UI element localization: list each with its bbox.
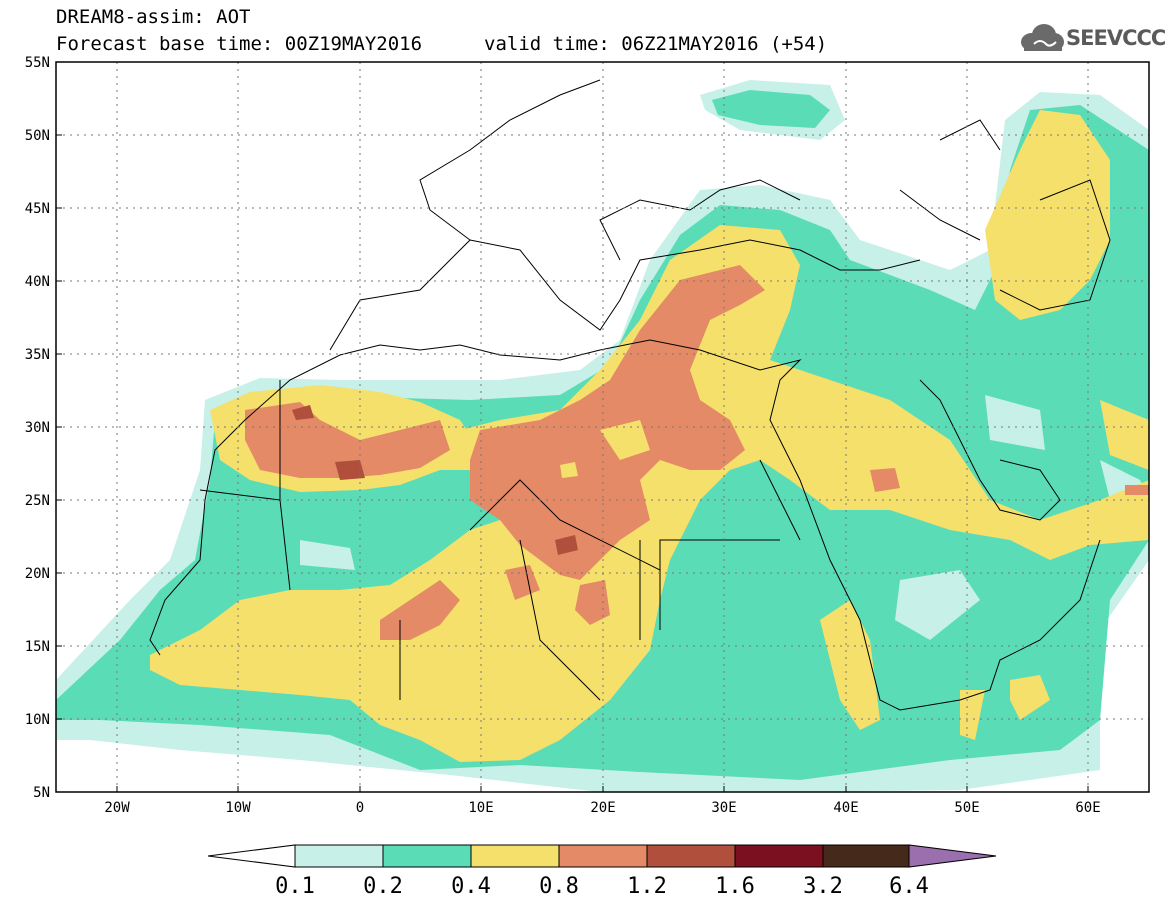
- lat-label: 25N: [25, 493, 50, 509]
- legend-label: 0.8: [539, 874, 579, 899]
- lat-label: 5N: [33, 785, 50, 801]
- legend-label: 1.6: [715, 874, 755, 899]
- lon-label: 30E: [711, 800, 736, 816]
- map-title: DREAM8-assim: AOT: [56, 6, 251, 28]
- lat-label: 10N: [25, 712, 50, 728]
- lat-label: 15N: [25, 639, 50, 655]
- lat-label: 20N: [25, 566, 50, 582]
- base-time: Forecast base time: 00Z19MAY2016 valid ti…: [56, 33, 828, 55]
- legend-label: 3.2: [803, 874, 843, 899]
- lat-label: 30N: [25, 420, 50, 436]
- lon-label: 10W: [225, 800, 251, 816]
- lat-label: 45N: [25, 201, 50, 217]
- lon-label: 0: [356, 800, 364, 816]
- lon-label: 60E: [1075, 800, 1100, 816]
- legend-bin: [734, 844, 824, 868]
- legend-label: 0.1: [275, 874, 315, 899]
- legend-bin: [294, 844, 384, 868]
- lat-label: 50N: [25, 128, 50, 144]
- legend-label: 0.2: [363, 874, 403, 899]
- valid-time: valid time: 06Z21MAY2016 (+54): [484, 33, 828, 55]
- legend-bin: [822, 844, 910, 868]
- lon-label: 20W: [104, 800, 130, 816]
- cloud-logo-icon: [1021, 24, 1064, 51]
- seevccc-logo: SEEVCCC: [1018, 22, 1165, 56]
- legend-label: 0.4: [451, 874, 491, 899]
- legend-label: 1.2: [627, 874, 667, 899]
- lon-label: 50E: [954, 800, 979, 816]
- tick-marks: [56, 61, 1089, 792]
- lat-label: 35N: [25, 347, 50, 363]
- legend-bin: [382, 844, 472, 868]
- color-legend: [207, 844, 997, 868]
- lon-label: 20E: [590, 800, 615, 816]
- legend-bin: [470, 844, 560, 868]
- legend-bin: [558, 844, 648, 868]
- legend-low-arrow: [207, 844, 296, 868]
- lat-label: 55N: [25, 55, 50, 71]
- lon-label: 40E: [833, 800, 858, 816]
- lon-label: 10E: [468, 800, 493, 816]
- graticule: [56, 62, 1149, 792]
- legend-high-arrow: [908, 844, 997, 868]
- legend-bin: [646, 844, 736, 868]
- legend-label: 6.4: [889, 874, 929, 899]
- lat-label: 40N: [25, 274, 50, 290]
